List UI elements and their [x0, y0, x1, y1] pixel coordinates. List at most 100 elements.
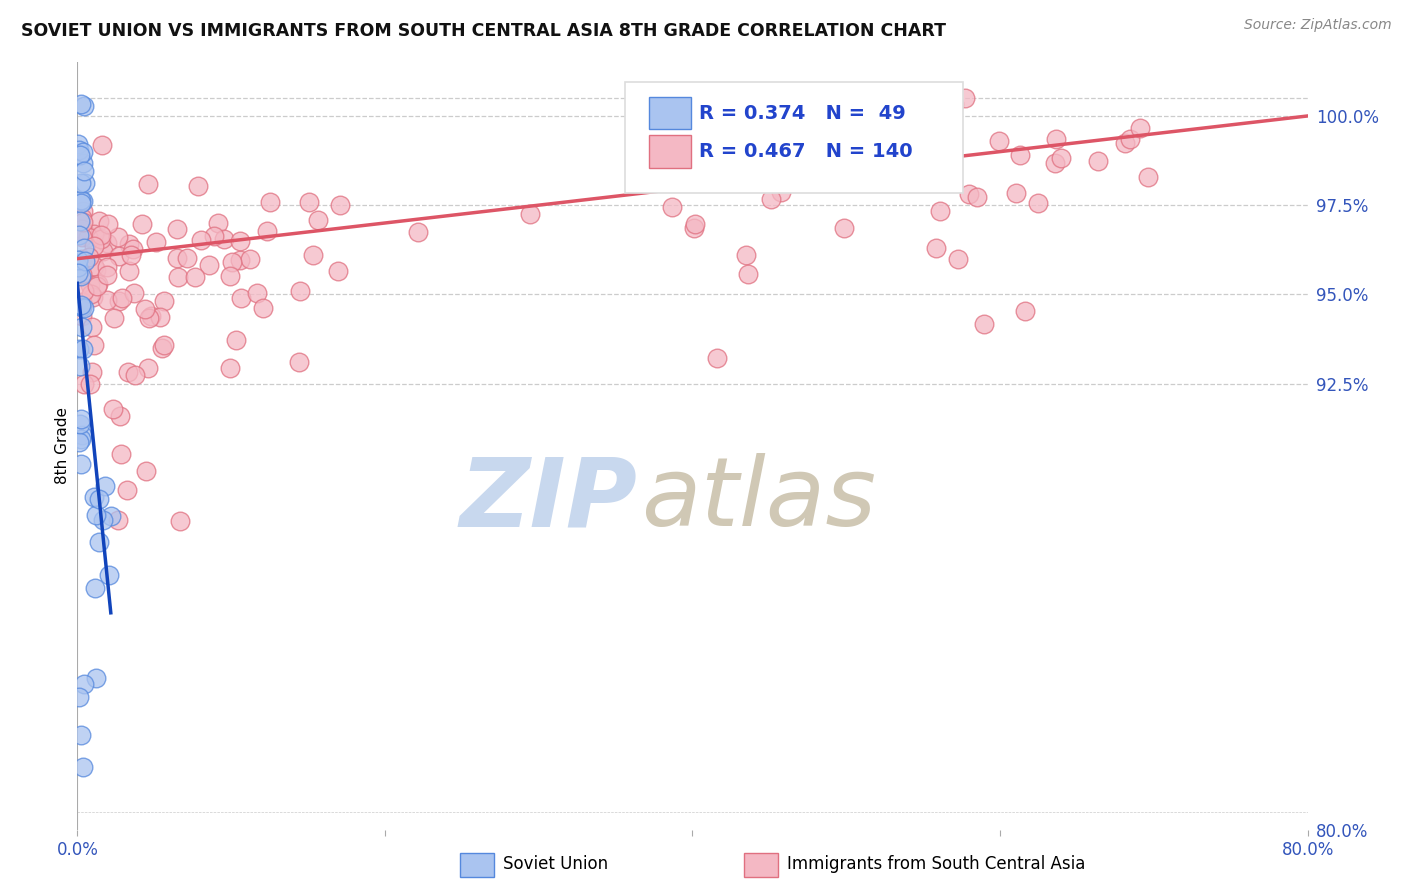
- Point: [214, 232, 236, 246]
- Point: [84, 263, 107, 277]
- Point: [287, 354, 309, 368]
- Point: [67, 266, 90, 280]
- Point: [73, 163, 96, 178]
- Point: [90, 227, 112, 242]
- Point: [290, 285, 312, 299]
- Point: [134, 302, 156, 317]
- Point: [76, 230, 98, 244]
- Point: [79, 286, 101, 301]
- Point: [66, 253, 89, 268]
- Point: [853, 162, 876, 177]
- Text: SOVIET UNION VS IMMIGRANTS FROM SOUTH CENTRAL ASIA 8TH GRADE CORRELATION CHART: SOVIET UNION VS IMMIGRANTS FROM SOUTH CE…: [21, 22, 946, 40]
- Point: [1050, 151, 1073, 165]
- Point: [73, 241, 96, 255]
- Point: [89, 492, 111, 507]
- Point: [103, 311, 125, 326]
- Point: [96, 268, 118, 283]
- Point: [987, 135, 1010, 149]
- Point: [67, 143, 90, 157]
- Point: [83, 239, 105, 253]
- Point: [169, 514, 191, 528]
- Point: [96, 235, 118, 250]
- Point: [70, 457, 93, 471]
- Point: [70, 320, 93, 334]
- Point: [69, 417, 91, 431]
- Point: [406, 225, 429, 239]
- Point: [77, 250, 100, 264]
- Point: [72, 342, 94, 356]
- Point: [167, 269, 190, 284]
- Point: [218, 268, 240, 283]
- Point: [957, 187, 980, 202]
- Point: [1136, 169, 1159, 184]
- Point: [83, 338, 105, 352]
- Point: [924, 163, 946, 178]
- Point: [73, 376, 96, 391]
- Point: [69, 97, 91, 112]
- Point: [229, 252, 252, 267]
- Point: [72, 215, 94, 229]
- Point: [166, 251, 188, 265]
- Point: [108, 409, 131, 423]
- Point: [131, 217, 153, 231]
- Point: [943, 97, 966, 112]
- Point: [190, 234, 212, 248]
- Point: [67, 343, 90, 357]
- Point: [207, 216, 229, 230]
- Point: [82, 290, 104, 304]
- Point: [70, 300, 93, 314]
- Point: [138, 310, 160, 325]
- FancyBboxPatch shape: [650, 136, 692, 168]
- Point: [70, 310, 93, 324]
- Text: R = 0.467   N = 140: R = 0.467 N = 140: [699, 142, 912, 161]
- Point: [83, 260, 105, 274]
- Point: [110, 447, 132, 461]
- Point: [955, 91, 977, 105]
- Point: [246, 286, 269, 301]
- Point: [97, 568, 120, 582]
- Point: [832, 221, 855, 235]
- Point: [94, 479, 117, 493]
- Point: [80, 319, 103, 334]
- Text: Immigrants from South Central Asia: Immigrants from South Central Asia: [787, 855, 1085, 873]
- Point: [145, 235, 167, 249]
- Point: [96, 293, 118, 307]
- Point: [90, 138, 112, 153]
- Point: [72, 156, 94, 170]
- Point: [1010, 147, 1032, 161]
- Point: [844, 91, 866, 105]
- Point: [107, 249, 129, 263]
- Point: [96, 260, 118, 275]
- Point: [69, 147, 91, 161]
- Point: [82, 365, 104, 379]
- Point: [117, 483, 139, 498]
- Point: [101, 402, 124, 417]
- Point: [86, 671, 108, 685]
- Point: [67, 690, 90, 704]
- Point: [1087, 153, 1109, 168]
- Point: [880, 142, 903, 156]
- Point: [70, 267, 93, 281]
- Point: [100, 509, 122, 524]
- Point: [117, 365, 139, 379]
- Point: [97, 218, 120, 232]
- Point: [83, 227, 105, 242]
- Point: [654, 132, 676, 146]
- Point: [72, 99, 94, 113]
- Point: [70, 298, 93, 312]
- Point: [122, 286, 145, 301]
- Y-axis label: 8th Grade: 8th Grade: [55, 408, 70, 484]
- Point: [229, 234, 252, 248]
- Point: [925, 241, 948, 255]
- Point: [70, 225, 93, 239]
- Point: [73, 284, 96, 298]
- Point: [73, 301, 96, 315]
- Point: [683, 220, 706, 235]
- Point: [66, 260, 89, 274]
- Point: [87, 535, 110, 549]
- Text: R = 0.374   N =  49: R = 0.374 N = 49: [699, 103, 905, 122]
- Point: [661, 200, 683, 214]
- Point: [79, 277, 101, 292]
- Point: [84, 508, 107, 523]
- Point: [111, 291, 134, 305]
